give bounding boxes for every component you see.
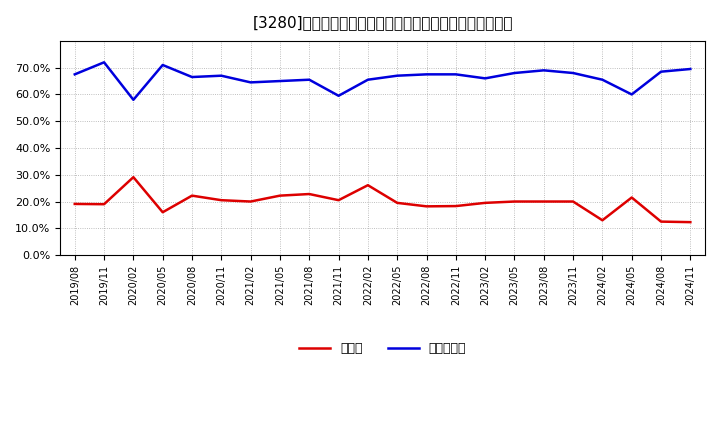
現預金: [158, 209, 167, 215]
有利子負債: [686, 66, 695, 72]
有利子負債: [129, 97, 138, 103]
有利子負債: [627, 92, 636, 97]
Line: 現預金: 現預金: [75, 177, 690, 222]
有利子負債: [569, 70, 577, 76]
有利子負債: [539, 68, 548, 73]
現預金: [422, 204, 431, 209]
有利子負債: [657, 69, 665, 74]
Title: [3280]　現預金、有利子負債の総資産に対する比率の推移: [3280] 現預金、有利子負債の総資産に対する比率の推移: [252, 15, 513, 30]
有利子負債: [598, 77, 607, 82]
有利子負債: [393, 73, 402, 78]
現預金: [100, 202, 109, 207]
有利子負債: [481, 76, 490, 81]
有利子負債: [217, 73, 225, 78]
現預金: [539, 199, 548, 204]
有利子負債: [71, 72, 79, 77]
Line: 有利子負債: 有利子負債: [75, 62, 690, 100]
現預金: [481, 200, 490, 205]
有利子負債: [334, 93, 343, 99]
現預金: [686, 220, 695, 225]
有利子負債: [276, 78, 284, 84]
現預金: [364, 183, 372, 188]
現預金: [71, 201, 79, 206]
有利子負債: [305, 77, 314, 82]
有利子負債: [451, 72, 460, 77]
現預金: [627, 195, 636, 200]
現預金: [246, 199, 255, 204]
有利子負債: [246, 80, 255, 85]
有利子負債: [188, 74, 197, 80]
現預金: [305, 191, 314, 197]
有利子負債: [364, 77, 372, 82]
現預金: [569, 199, 577, 204]
現預金: [657, 219, 665, 224]
Legend: 現預金, 有利子負債: 現預金, 有利子負債: [294, 337, 472, 360]
有利子負債: [100, 60, 109, 65]
現預金: [188, 193, 197, 198]
現預金: [451, 203, 460, 209]
現預金: [510, 199, 519, 204]
有利子負債: [422, 72, 431, 77]
現預金: [217, 198, 225, 203]
現預金: [598, 218, 607, 223]
現預金: [129, 175, 138, 180]
有利子負債: [158, 62, 167, 68]
有利子負債: [510, 70, 519, 76]
現預金: [334, 198, 343, 203]
現預金: [276, 193, 284, 198]
現預金: [393, 200, 402, 205]
